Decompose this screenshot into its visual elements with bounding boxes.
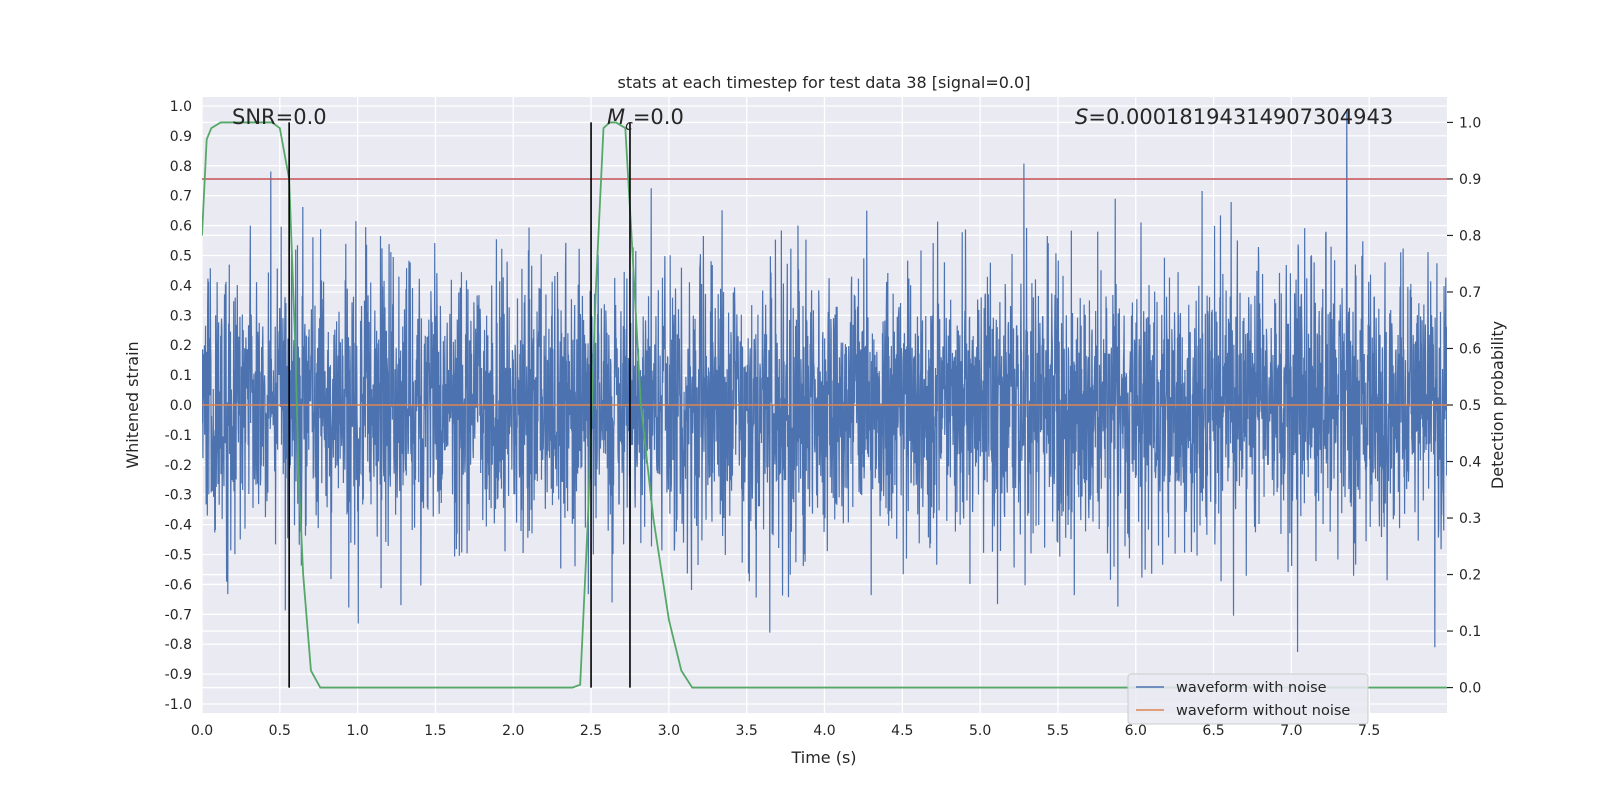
y-tick-label: -0.5 (165, 548, 192, 564)
y2-tick-label: 0.2 (1459, 568, 1481, 584)
s-annotation: S=0.00018194314907304943 (1075, 105, 1393, 129)
y2-tick-label: 0.8 (1459, 228, 1481, 244)
event-vertical-lines (288, 122, 631, 688)
y-tick-label: -0.2 (165, 458, 192, 474)
y2-tick-label: 0.4 (1459, 455, 1481, 471)
y-tick-label: 0.5 (170, 248, 192, 264)
x-tick-label: 0.0 (191, 723, 213, 739)
chirp-mass-symbol: M (607, 105, 625, 129)
legend-label-clean: waveform without noise (1176, 703, 1350, 719)
left-axis-ticks: 1.0 0.9 0.8 0.7 0.6 0.5 0.4 0.3 0.2 0.1 0.0 -0.1 -0.… (165, 99, 192, 713)
chirp-mass-annotation: Mc=0.0 (607, 105, 684, 134)
y-tick-label: -0.6 (165, 577, 192, 593)
x-tick-label: 2.0 (502, 723, 524, 739)
y2-tick-label: 0.0 (1459, 681, 1481, 697)
legend: waveform with noise waveform without noi… (1127, 673, 1369, 725)
y-tick-label: 0.8 (170, 159, 192, 175)
x-tick-label: 5.5 (1047, 723, 1069, 739)
y2-tick-label: 0.6 (1459, 341, 1481, 357)
x-axis-ticks: 0.0 0.5 1.0 1.5 2.0 2.5 3.0 3.5 4.0 4.5 5.0 5.5 6.0 6… (191, 723, 1380, 739)
x-tick-label: 0.5 (269, 723, 291, 739)
x-tick-label: 1.0 (346, 723, 368, 739)
y-tick-label: -0.8 (165, 637, 192, 653)
y-tick-label: 0.0 (170, 398, 192, 414)
chirp-mass-value: =0.0 (633, 105, 684, 129)
x-tick-label: 4.5 (891, 723, 913, 739)
y-tick-label: 0.7 (170, 189, 192, 205)
x-axis-label: Time (s) (790, 748, 856, 767)
x-tick-label: 6.5 (1202, 723, 1224, 739)
y-tick-label: 0.2 (170, 338, 192, 354)
y-tick-label: -0.9 (165, 667, 192, 683)
y-tick-label: 0.4 (170, 278, 192, 294)
s-symbol: S (1075, 105, 1088, 129)
y-tick-label: -1.0 (165, 697, 192, 713)
y-tick-label: -0.1 (165, 428, 192, 444)
x-tick-label: 3.5 (736, 723, 758, 739)
y-tick-label: 0.3 (170, 308, 192, 324)
y2-tick-label: 0.3 (1459, 511, 1481, 527)
y-tick-label: 0.1 (170, 368, 192, 384)
x-tick-label: 5.0 (969, 723, 991, 739)
x-tick-label: 2.5 (580, 723, 602, 739)
y-tick-label: -0.3 (165, 488, 192, 504)
chirp-mass-subscript: c (625, 118, 633, 134)
y2-tick-label: 0.5 (1459, 398, 1481, 414)
x-tick-label: 7.0 (1280, 723, 1302, 739)
y2-tick-label: 0.7 (1459, 285, 1481, 301)
y-tick-label: 0.6 (170, 219, 192, 235)
snr-annotation: SNR=0.0 (232, 105, 327, 129)
y2-axis-label: Detection probability (1488, 321, 1507, 489)
legend-label-noise: waveform with noise (1176, 680, 1327, 696)
s-value: =0.00018194314907304943 (1088, 105, 1393, 129)
series-waveform-with-noise (202, 108, 1447, 652)
y-tick-label: -0.7 (165, 607, 192, 623)
y2-tick-label: 1.0 (1459, 115, 1481, 131)
y-tick-label: -0.4 (165, 518, 192, 534)
x-tick-label: 7.5 (1358, 723, 1380, 739)
y-axis-label: Whitened strain (123, 341, 142, 468)
x-tick-label: 6.0 (1125, 723, 1147, 739)
y-tick-label: 0.9 (170, 129, 192, 145)
x-tick-label: 3.0 (658, 723, 680, 739)
x-tick-label: 1.5 (424, 723, 446, 739)
legend-box (1127, 673, 1369, 725)
y2-tick-label: 0.1 (1459, 624, 1481, 640)
right-axis-ticks: 1.0 0.9 0.8 0.7 0.6 0.5 0.4 0.3 0.2 0.1 0.0 (1447, 115, 1481, 697)
y-tick-label: 1.0 (170, 99, 192, 115)
x-tick-label: 4.0 (813, 723, 835, 739)
chart-title: stats at each timestep for test data 38 … (618, 73, 1031, 92)
y2-tick-label: 0.9 (1459, 172, 1481, 188)
series-detection-probability (202, 121, 1447, 689)
